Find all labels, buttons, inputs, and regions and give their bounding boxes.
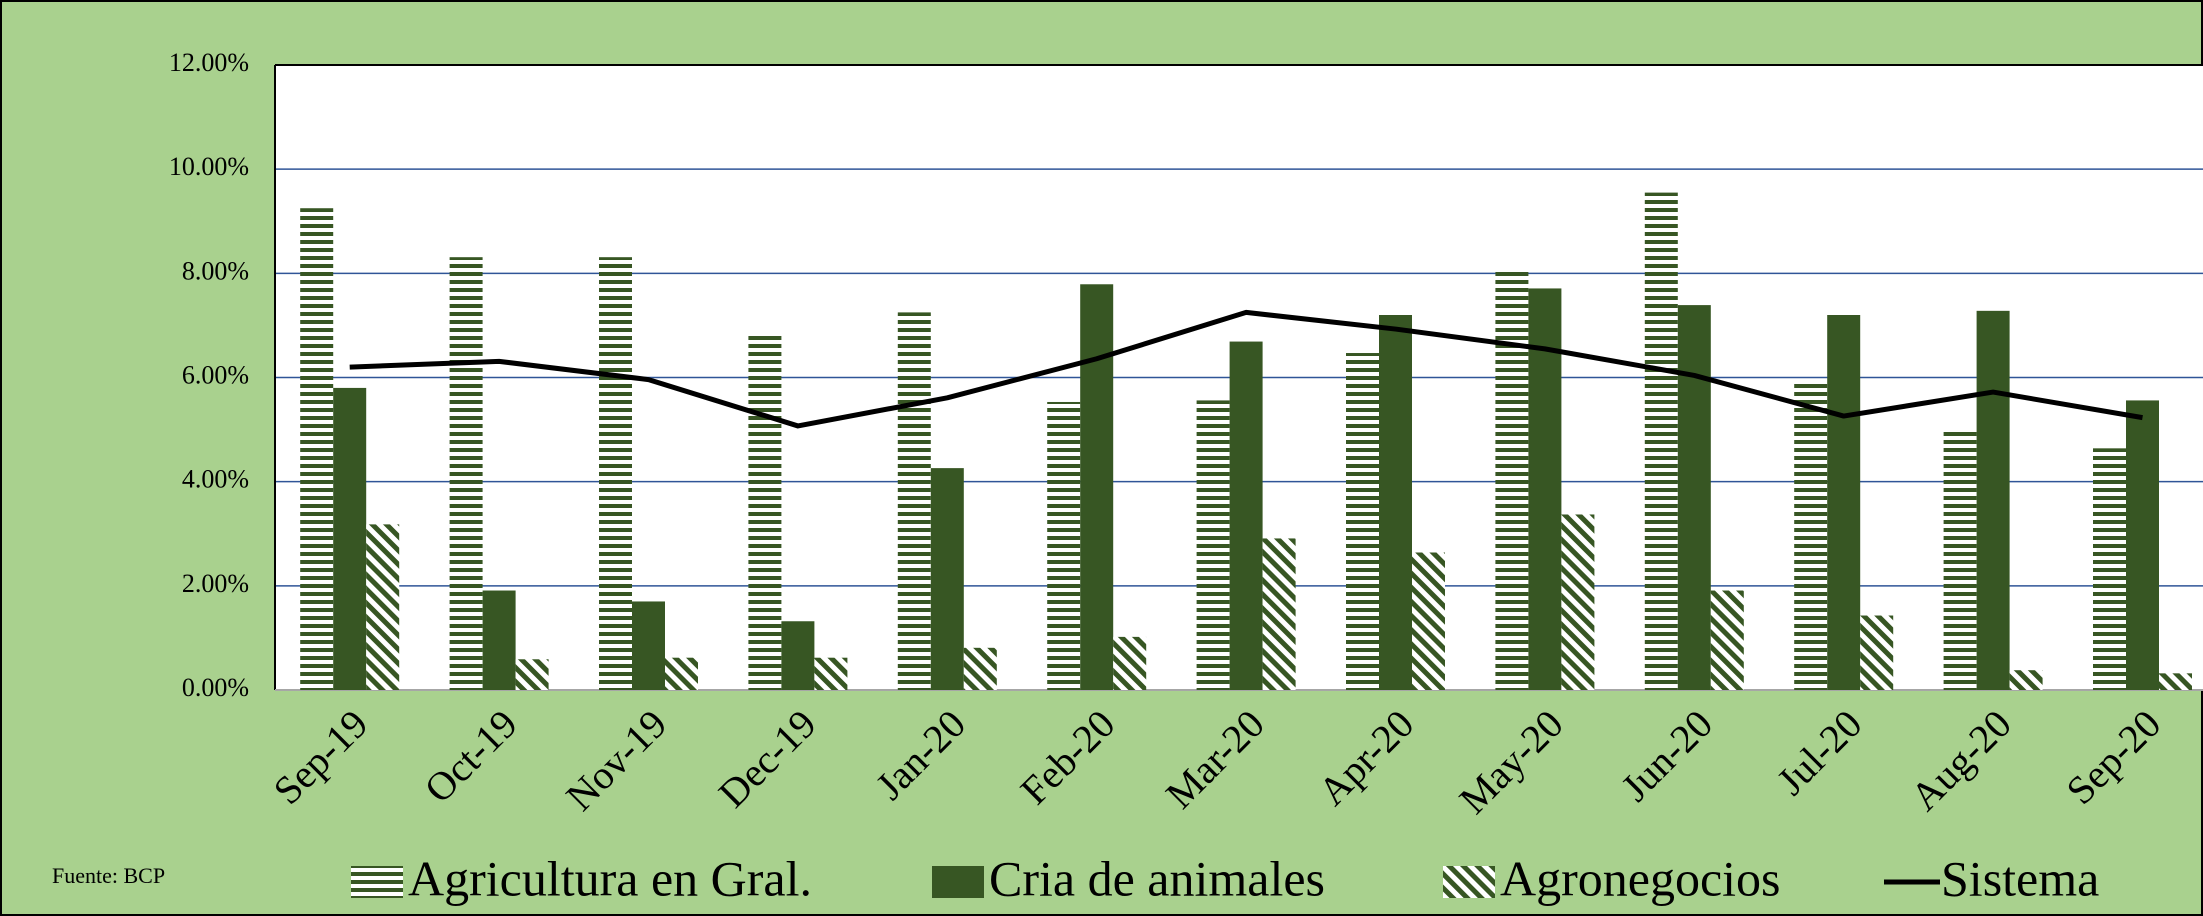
bar [748, 335, 782, 690]
bar [1379, 315, 1412, 690]
bar [1644, 192, 1678, 690]
line-series [349, 309, 2143, 429]
bar [1262, 538, 1296, 690]
legend-swatch [351, 866, 403, 898]
legend-label: Agricultura en Gral. [408, 850, 812, 906]
bar [599, 257, 632, 690]
bar [2159, 673, 2192, 690]
bar [1561, 514, 1595, 690]
bar [1943, 431, 1977, 690]
bar [963, 647, 997, 690]
bar [1346, 353, 1379, 690]
bar [897, 312, 931, 690]
bar [1860, 615, 1894, 690]
bar [1677, 305, 1711, 690]
bar [632, 601, 665, 690]
source: Fuente: BCP [52, 863, 165, 888]
y-tick-label: 8.00% [182, 256, 249, 285]
bar [665, 657, 698, 690]
bar [1113, 636, 1147, 690]
bar [1976, 310, 2010, 690]
bar [515, 659, 549, 690]
bar [1196, 400, 1230, 690]
bar [2093, 448, 2126, 690]
bar [781, 621, 815, 690]
bar [1080, 284, 1114, 690]
bar [1229, 341, 1263, 690]
y-tick-label: 0.00% [182, 673, 249, 702]
legend-label: Cria de animales [989, 850, 1325, 906]
y-tick-label: 6.00% [182, 360, 249, 389]
y-tick-label: 12.00% [169, 48, 249, 77]
legend-label: Sistema [1941, 850, 2099, 906]
bar [449, 257, 483, 690]
bar [1827, 315, 1861, 690]
bar [482, 590, 516, 690]
bar [1495, 271, 1529, 690]
bar [1528, 288, 1562, 690]
bar [1794, 382, 1828, 690]
bar [2126, 400, 2159, 690]
y-tick-label: 4.00% [182, 465, 249, 494]
y-tick-label: 10.00% [169, 152, 249, 181]
legend-swatch [932, 866, 984, 898]
bar [366, 524, 400, 690]
bar [1047, 401, 1081, 690]
bar [2009, 670, 2043, 690]
bar [333, 387, 367, 690]
bar [814, 657, 848, 690]
legend-swatch [1443, 866, 1495, 898]
bar [930, 468, 964, 690]
bar [300, 208, 334, 690]
bar [1412, 552, 1445, 690]
y-tick-label: 2.00% [182, 569, 249, 598]
bar [1710, 590, 1744, 690]
legend-label: Agronegocios [1500, 850, 1781, 906]
